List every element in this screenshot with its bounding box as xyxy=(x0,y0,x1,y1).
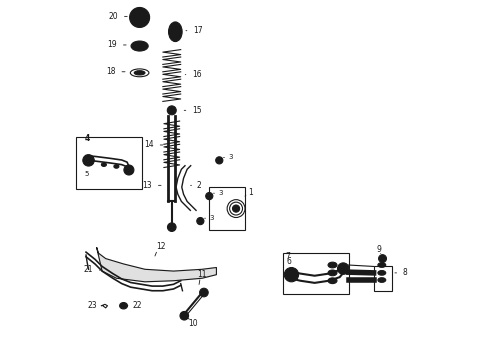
Circle shape xyxy=(206,193,213,200)
Text: 6: 6 xyxy=(286,257,291,266)
Ellipse shape xyxy=(131,41,148,51)
Circle shape xyxy=(83,155,94,166)
Ellipse shape xyxy=(120,302,127,309)
Text: 9: 9 xyxy=(376,245,381,254)
Text: 12: 12 xyxy=(156,242,166,251)
Circle shape xyxy=(199,288,208,297)
Ellipse shape xyxy=(378,278,386,282)
Ellipse shape xyxy=(114,165,119,168)
Ellipse shape xyxy=(378,271,386,275)
Circle shape xyxy=(130,8,149,27)
Ellipse shape xyxy=(380,256,385,261)
Ellipse shape xyxy=(330,271,335,274)
Bar xyxy=(373,266,392,291)
Circle shape xyxy=(168,223,176,231)
Ellipse shape xyxy=(330,279,335,282)
Text: 18: 18 xyxy=(106,67,116,76)
Circle shape xyxy=(216,157,223,164)
Bar xyxy=(283,253,348,294)
Text: 3: 3 xyxy=(209,215,214,221)
Circle shape xyxy=(180,311,189,320)
Ellipse shape xyxy=(378,263,386,267)
Text: 20: 20 xyxy=(109,12,118,21)
Ellipse shape xyxy=(232,205,240,212)
Text: 23: 23 xyxy=(87,301,97,310)
Polygon shape xyxy=(97,248,217,282)
Ellipse shape xyxy=(169,22,182,41)
Ellipse shape xyxy=(330,264,335,266)
Ellipse shape xyxy=(379,255,387,262)
Bar xyxy=(209,187,245,230)
Circle shape xyxy=(288,271,295,278)
Text: 3: 3 xyxy=(228,154,233,160)
Text: 3: 3 xyxy=(218,189,223,195)
Text: 19: 19 xyxy=(107,40,117,49)
Text: 1: 1 xyxy=(248,188,253,197)
Text: 13: 13 xyxy=(143,181,152,190)
Text: 10: 10 xyxy=(188,319,198,328)
Ellipse shape xyxy=(172,25,179,39)
Ellipse shape xyxy=(135,43,145,49)
Ellipse shape xyxy=(134,71,145,75)
Ellipse shape xyxy=(167,106,176,115)
Text: 17: 17 xyxy=(193,26,203,35)
Text: 16: 16 xyxy=(192,70,202,79)
Text: 22: 22 xyxy=(132,301,142,310)
Circle shape xyxy=(124,165,134,175)
Ellipse shape xyxy=(380,279,384,281)
Ellipse shape xyxy=(328,262,337,268)
Text: 7: 7 xyxy=(286,252,290,261)
Text: 2: 2 xyxy=(197,181,201,190)
Bar xyxy=(76,137,143,189)
Text: 21: 21 xyxy=(84,265,93,274)
Circle shape xyxy=(284,267,298,282)
Circle shape xyxy=(86,157,92,163)
Ellipse shape xyxy=(380,264,384,266)
Ellipse shape xyxy=(101,163,106,166)
Ellipse shape xyxy=(328,278,337,284)
Text: 11: 11 xyxy=(197,270,207,279)
Ellipse shape xyxy=(380,272,384,274)
Circle shape xyxy=(338,263,349,274)
Text: 14: 14 xyxy=(144,140,154,149)
Circle shape xyxy=(133,11,146,24)
Text: 5: 5 xyxy=(85,171,89,176)
Circle shape xyxy=(197,217,204,225)
Text: 8: 8 xyxy=(402,268,407,277)
Text: 4: 4 xyxy=(84,134,90,143)
Text: 15: 15 xyxy=(192,106,202,115)
Ellipse shape xyxy=(328,270,337,276)
